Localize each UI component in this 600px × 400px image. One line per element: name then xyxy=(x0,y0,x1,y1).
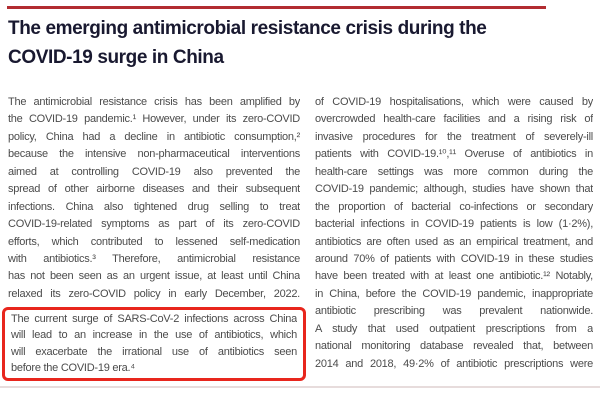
text-line: the proportion of bacterial co-infection… xyxy=(315,200,593,213)
article-title-line2: COVID-19 surge in China xyxy=(8,47,224,68)
text-line: in China, before the COVID-19 pandemic, … xyxy=(315,287,593,300)
top-red-rule xyxy=(7,6,546,9)
left-column: The antimicrobial resistance crisis has … xyxy=(2,94,306,381)
text-line: has not been seen as an urgent issue, at… xyxy=(8,270,300,283)
text-line: COVID-19 pandemic; although, studies hav… xyxy=(315,183,593,196)
text-line: of COVID-19 hospitalisations, which were… xyxy=(315,96,593,108)
text-line: aimed at controlling COVID-19 also preve… xyxy=(8,165,300,178)
text-line: spread of other airborne diseases and th… xyxy=(8,183,300,196)
text-line: antibiotic prescribing was prevalent nat… xyxy=(315,305,593,318)
right-column: of COVID-19 hospitalisations, which were… xyxy=(315,94,593,381)
article-body: The antimicrobial resistance crisis has … xyxy=(2,94,593,381)
text-line: national monitoring database revealed th… xyxy=(315,340,593,353)
highlighted-text-box: The current surge of SARS-CoV-2 infectio… xyxy=(2,307,306,381)
highlighted-text: The current surge of SARS-CoV-2 infectio… xyxy=(11,311,297,376)
text-line: A study that used outpatient prescriptio… xyxy=(315,322,593,335)
right-column-text: of COVID-19 hospitalisations, which were… xyxy=(315,94,593,373)
text-line: COVID-19-related symptoms as part of its… xyxy=(8,218,300,231)
text-line: around 70% of patients with COVID-19 in … xyxy=(315,252,593,265)
text-line: will exacerbate the irrational use of an… xyxy=(11,345,297,358)
text-line: health-care settings was more common dur… xyxy=(315,165,593,178)
text-line: bacterial infections in COVID-19 patient… xyxy=(315,218,593,231)
text-line: will lead to an increase in the use of a… xyxy=(11,329,297,342)
article-title: The emerging antimicrobial resistance cr… xyxy=(8,14,592,72)
text-line: The current surge of SARS-CoV-2 infectio… xyxy=(11,313,297,326)
text-line: patients with COVID-19.¹⁰,¹¹ Overuse of … xyxy=(315,148,593,161)
text-line: The antimicrobial resistance crisis has … xyxy=(8,96,300,108)
article-title-line1: The emerging antimicrobial resistance cr… xyxy=(8,18,487,39)
text-line: with antibiotics.³ Therefore, antimicrob… xyxy=(8,252,300,265)
left-column-text: The antimicrobial resistance crisis has … xyxy=(8,94,300,303)
text-line: efforts, which contributed to lessened s… xyxy=(8,235,300,248)
text-line: invasive procedures for the treatment of… xyxy=(315,130,593,143)
text-line: infections. China also tightened drug se… xyxy=(8,200,300,213)
text-line: because the intensive non-pharmaceutical… xyxy=(8,148,300,161)
text-line: have been treated with at least one anti… xyxy=(315,270,593,283)
text-line: relaxed its zero-COVID policy in early D… xyxy=(8,287,300,300)
text-line: 2014 and 2018, 49·2% of antibiotic presc… xyxy=(315,357,593,370)
text-line: antibiotics are often used as an empiric… xyxy=(315,235,593,248)
bottom-separator-rule xyxy=(0,386,600,388)
text-line: before the COVID-19 era.⁴ xyxy=(11,361,135,374)
text-line: overcrowded health-care facilities and a… xyxy=(315,113,593,126)
text-line: policy, China had a decline in antibioti… xyxy=(8,130,300,143)
text-line: the COVID-19 pandemic.¹ However, under i… xyxy=(8,113,300,126)
